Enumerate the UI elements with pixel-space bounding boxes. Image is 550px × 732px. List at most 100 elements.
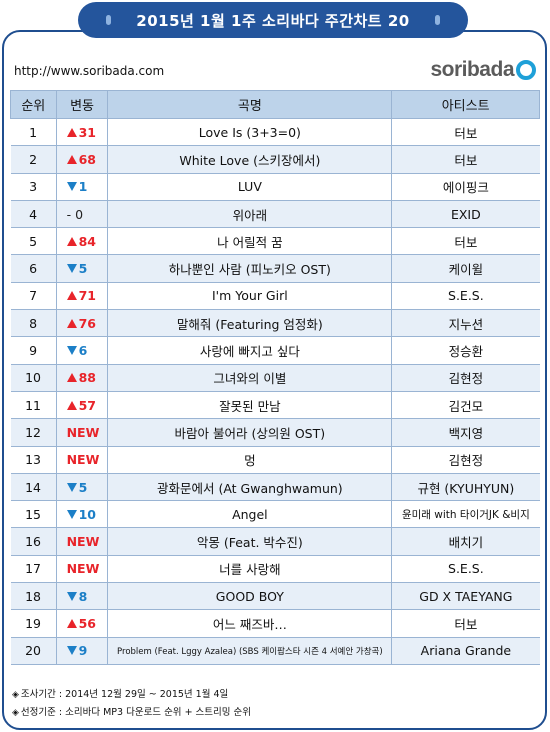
table-row[interactable]: 19 56 어느 째즈바… 터보 [10,609,540,638]
change-value: 5 [78,479,88,495]
rank-down-arrow-icon [66,346,77,356]
artist-cell[interactable]: 규현 (KYUHYUN) [391,473,540,502]
song-title-cell[interactable]: 나 어릴적 꿈 [107,227,393,256]
song-title-cell[interactable]: Problem (Feat. Lggy Azalea) (SBS 케이팝스타 시… [107,637,393,665]
change-value: 76 [78,315,96,331]
table-row[interactable]: 20 9 Problem (Feat. Lggy Azalea) (SBS 케이팝스… [10,637,540,665]
song-title-cell[interactable]: LUV [107,173,393,201]
table-row[interactable]: 6 5 하나뿐인 사람 (피노키오 OST) 케이윌 [10,254,540,283]
change-cell: 84 [56,227,109,256]
site-url[interactable]: http://www.soribada.com [14,64,165,78]
table-row[interactable]: 2 68 White Love (스키장에서) 터보 [10,145,540,174]
song-title-cell[interactable]: GOOD BOY [107,582,393,611]
song-title-cell[interactable]: 위아래 [107,200,393,229]
artist-cell[interactable]: S.E.S. [391,555,540,584]
song-title-cell[interactable]: 사랑에 빠지고 싶다 [107,336,393,365]
change-cell: 88 [56,364,109,392]
song-title-cell[interactable]: 멍 [107,446,393,474]
song-title-cell[interactable]: 잘못된 만남 [107,391,393,420]
artist-cell[interactable]: 김건모 [391,391,540,420]
table-row[interactable]: 5 84 나 어릴적 꿈 터보 [10,227,540,256]
change-value: 6 [78,343,88,359]
artist-cell[interactable]: 지누션 [391,309,540,338]
artist-cell[interactable]: 에이핑크 [391,173,540,201]
song-title-cell[interactable]: 악몽 (Feat. 박수진) [107,527,393,556]
change-value: 1 [78,179,88,195]
table-row[interactable]: 12 NEW 바람아 불어라 (상의원 OST) 백지영 [10,418,540,447]
artist-cell[interactable]: 윤미래 with 타이거JK &비지 [391,500,540,529]
change-cell: - 0 [56,200,109,229]
change-value: 57 [78,397,96,413]
artist-cell[interactable]: 정승환 [391,336,540,365]
table-row[interactable]: 17 NEW 너를 사랑해 S.E.S. [10,555,540,584]
change-value: NEW [66,561,100,577]
change-cell: 6 [56,336,109,365]
weekly-chart-table: 순위 변동 곡명 아티스트 1 31 Love Is (3+3=0) 터보 2 68 Whi… [10,90,540,665]
song-title-cell[interactable]: 말해줘 (Featuring 엄정화) [107,309,393,338]
change-value: - 0 [66,206,84,222]
table-row[interactable]: 10 88 그녀와의 이별 김현정 [10,364,540,392]
change-cell: 1 [56,173,109,201]
artist-cell[interactable]: 백지영 [391,418,540,447]
logo-text: soribada [430,58,514,81]
rank-change: 5 [66,261,88,277]
artist-cell[interactable]: 터보 [391,609,540,638]
table-header-row: 순위 변동 곡명 아티스트 [10,90,540,119]
artist-cell[interactable]: 터보 [391,227,540,256]
song-title-cell[interactable]: 너를 사랑해 [107,555,393,584]
rank-up-arrow-icon [66,236,77,246]
artist-cell[interactable]: 터보 [391,145,540,174]
change-value: 71 [78,288,96,304]
table-row[interactable]: 7 71 I'm Your Girl S.E.S. [10,282,540,311]
song-title-cell[interactable]: 어느 째즈바… [107,609,393,638]
song-title-cell[interactable]: 그녀와의 이별 [107,364,393,392]
artist-cell[interactable]: GD X TAEYANG [391,582,540,611]
artist-cell[interactable]: 김현정 [391,446,540,474]
artist-cell[interactable]: 김현정 [391,364,540,392]
song-title-cell[interactable]: 하나뿐인 사람 (피노키오 OST) [107,254,393,283]
change-cell: 5 [56,473,109,502]
rank-down-arrow-icon [66,182,77,192]
song-title-cell[interactable]: I'm Your Girl [107,282,393,311]
rank-cell: 7 [10,282,57,311]
table-row[interactable]: 4 - 0 위아래 EXID [10,200,540,229]
rank-cell: 12 [10,418,57,447]
table-row[interactable]: 11 57 잘못된 만남 김건모 [10,391,540,420]
table-row[interactable]: 16 NEW 악몽 (Feat. 박수진) 배치기 [10,527,540,556]
artist-cell[interactable]: EXID [391,200,540,229]
table-row[interactable]: 9 6 사랑에 빠지고 싶다 정승환 [10,336,540,365]
table-row[interactable]: 18 8 GOOD BOY GD X TAEYANG [10,582,540,611]
table-row[interactable]: 14 5 광화문에서 (At Gwanghwamun) 규현 (KYUHYUN) [10,473,540,502]
table-row[interactable]: 13 NEW 멍 김현정 [10,446,540,474]
change-value: 5 [78,261,88,277]
song-title-cell[interactable]: White Love (스키장에서) [107,145,393,174]
change-value: NEW [66,452,100,468]
table-row[interactable]: 1 31 Love Is (3+3=0) 터보 [10,118,540,147]
title-right-dot [435,15,440,25]
rank-up-arrow-icon [66,373,77,383]
rank-up-arrow-icon [66,400,77,410]
rank-up-arrow-icon [66,127,77,137]
song-title-cell[interactable]: 광화문에서 (At Gwanghwamun) [107,473,393,502]
change-cell: 56 [56,609,109,638]
song-title-cell[interactable]: Love Is (3+3=0) [107,118,393,147]
rank-change: 8 [66,589,87,604]
table-row[interactable]: 8 76 말해줘 (Featuring 엄정화) 지누션 [10,309,540,338]
artist-cell[interactable]: Ariana Grande [391,637,540,665]
artist-cell[interactable]: 케이윌 [391,254,540,283]
rank-change: NEW [67,561,100,576]
col-header-artist: 아티스트 [391,90,540,119]
artist-cell[interactable]: S.E.S. [391,282,540,311]
change-value: 56 [78,615,96,631]
rank-change: 9 [66,643,87,658]
change-value: NEW [66,424,100,440]
song-title-cell[interactable]: 바람아 불어라 (상의원 OST) [107,418,393,447]
table-row[interactable]: 15 10 Angel 윤미래 with 타이거JK &비지 [10,500,540,529]
artist-cell[interactable]: 배치기 [391,527,540,556]
change-cell: 71 [56,282,109,311]
rank-cell: 15 [10,500,57,529]
artist-cell[interactable]: 터보 [391,118,540,147]
table-row[interactable]: 3 1 LUV 에이핑크 [10,173,540,201]
rank-up-arrow-icon [66,291,77,301]
song-title-cell[interactable]: Angel [107,500,393,529]
